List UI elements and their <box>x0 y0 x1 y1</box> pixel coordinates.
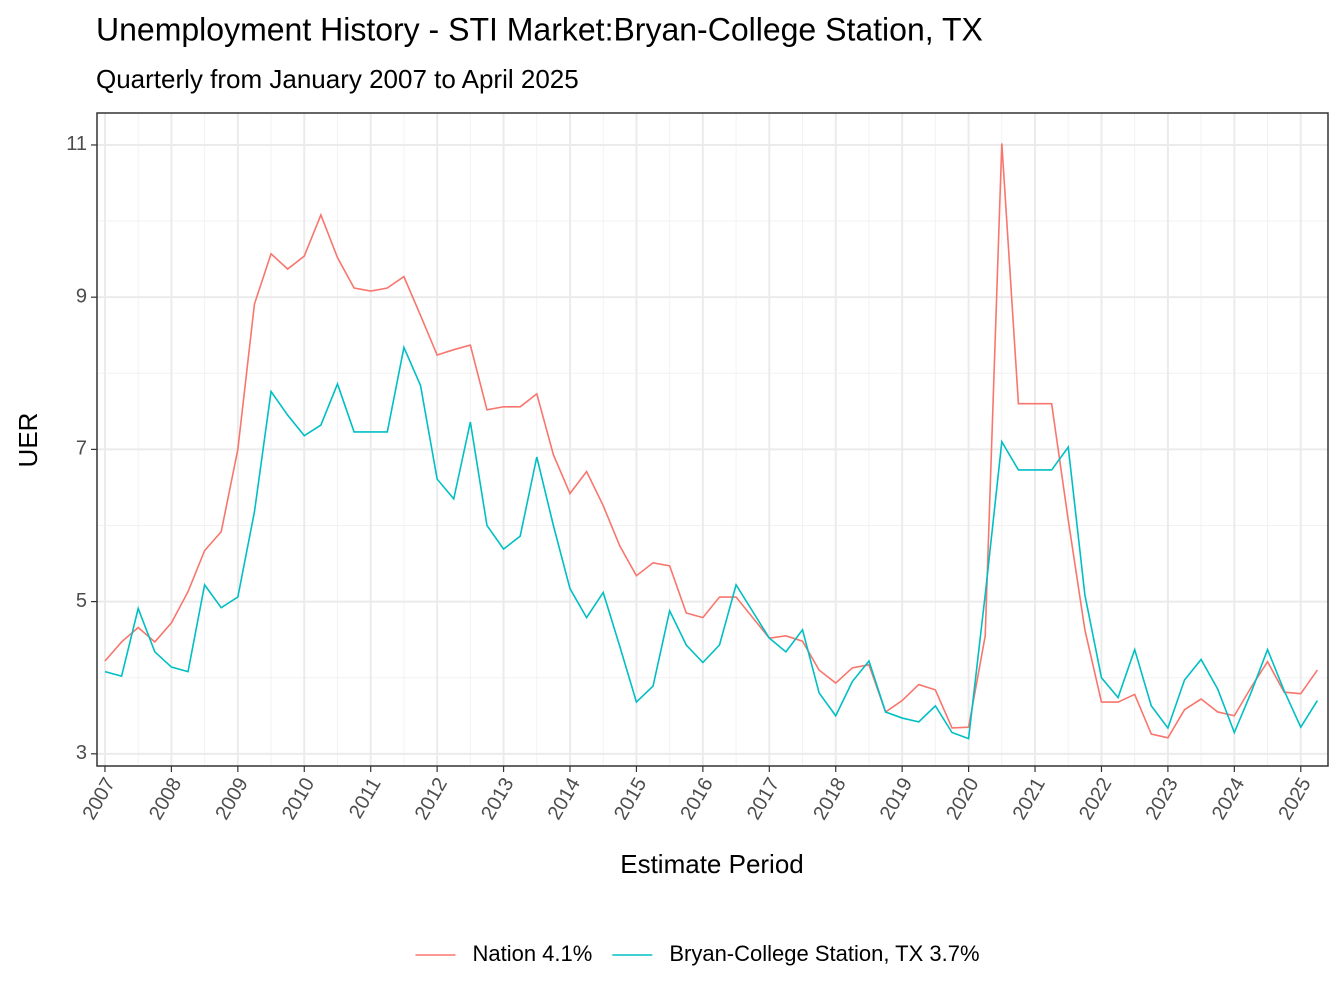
x-tick-label: 2020 <box>942 774 983 824</box>
y-tick-label: 7 <box>76 438 87 460</box>
x-tick-label: 2015 <box>610 774 651 824</box>
y-tick-label: 11 <box>66 133 87 155</box>
x-tick-label: 2025 <box>1274 774 1315 824</box>
chart-subtitle: Quarterly from January 2007 to April 202… <box>96 64 579 94</box>
x-tick-label: 2010 <box>278 774 319 824</box>
x-tick-label: 2018 <box>809 774 850 824</box>
x-tick-label: 2009 <box>211 774 252 824</box>
x-tick-label: 2017 <box>743 774 784 824</box>
x-tick-label: 2021 <box>1009 774 1050 824</box>
panel-border <box>96 112 1329 767</box>
x-tick-label: 2019 <box>876 774 917 824</box>
x-axis-title: Estimate Period <box>620 849 804 879</box>
x-tick-label: 2024 <box>1208 774 1249 824</box>
x-tick-label: 2007 <box>79 774 120 824</box>
series-line <box>104 344 1319 740</box>
legend: Nation 4.1% Bryan-College Station, TX 3.7… <box>415 941 980 966</box>
x-tick-label: 2023 <box>1141 774 1182 824</box>
x-tick-label: 2022 <box>1075 774 1116 824</box>
series-line <box>104 143 1319 739</box>
x-tick-label: 2016 <box>676 774 717 824</box>
legend-label: Nation 4.1% <box>472 941 592 966</box>
x-tick-label: 2008 <box>145 774 186 824</box>
y-tick-label: 5 <box>76 590 87 612</box>
x-tick-label: 2014 <box>544 774 585 824</box>
y-tick-label: 3 <box>76 742 87 764</box>
y-tick-label: 9 <box>76 285 87 307</box>
y-axis-title: UER <box>13 413 43 468</box>
x-tick-label: 2012 <box>411 774 452 824</box>
legend-label: Bryan-College Station, TX 3.7% <box>669 941 979 966</box>
chart-title: Unemployment History - STI Market:Bryan-… <box>96 11 983 47</box>
x-tick-label: 2011 <box>345 774 386 822</box>
x-tick-label: 2013 <box>477 774 518 824</box>
